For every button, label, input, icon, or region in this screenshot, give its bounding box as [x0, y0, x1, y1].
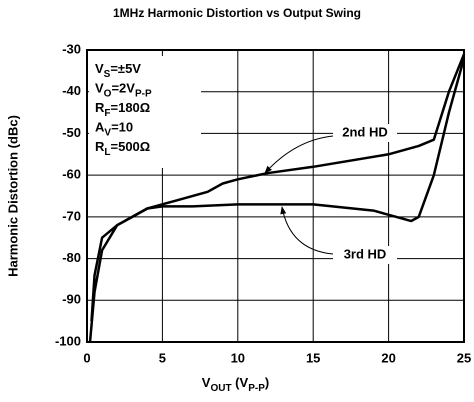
annotation: RL=500Ω: [95, 139, 150, 157]
y-tick-label: -100: [55, 333, 81, 348]
x-tick-label: 15: [306, 350, 320, 365]
annotation-part: A: [95, 120, 105, 135]
annotation-part: P-P: [135, 88, 152, 99]
annotation-part: =10: [111, 120, 133, 135]
x-tick-label: 25: [457, 350, 471, 365]
annotation-arrow: [280, 206, 334, 255]
chart-title: 1MHz Harmonic Distortion vs Output Swing: [113, 6, 361, 20]
y-tick-label: -60: [62, 167, 81, 182]
series-label: 3rd HD: [344, 246, 387, 261]
annotation-part: V: [95, 81, 104, 96]
x-axis-label-part: P-P: [248, 383, 265, 394]
annotation-part: R: [95, 100, 105, 115]
y-tick-label: -30: [62, 41, 81, 56]
x-tick-label: 10: [231, 350, 245, 365]
annotation-part: V: [104, 127, 111, 138]
y-tick-label: -80: [62, 250, 81, 265]
x-axis-label-part: ): [265, 375, 269, 390]
annotation-part: =±5V: [110, 61, 141, 76]
x-tick-label: 0: [83, 350, 90, 365]
series-label: 2nd HD: [342, 124, 388, 139]
x-axis-label-part: OUT: [210, 383, 231, 394]
annotation: VS=±5V: [95, 61, 141, 79]
annotation-box: [89, 56, 201, 168]
x-tick-label: 5: [159, 350, 166, 365]
series-label-box: [333, 124, 397, 142]
series-line: [88, 53, 466, 343]
annotation-part: L: [104, 147, 110, 158]
y-tick-label: -90: [62, 292, 81, 307]
annotation-part: R: [95, 139, 105, 154]
annotation-part: =2V: [111, 81, 135, 96]
annotation-part: =180Ω: [111, 100, 151, 115]
x-axis-label-part: (V: [232, 375, 249, 390]
annotation-part: =500Ω: [111, 139, 151, 154]
y-axis-label: Harmonic Distortion (dBc): [5, 115, 20, 277]
plot-frame: [86, 49, 465, 343]
x-axis-label: VOUT (VP-P): [202, 375, 269, 393]
y-tick-label: -50: [62, 125, 81, 140]
annotation: AV=10: [95, 120, 133, 138]
series-line: [90, 58, 466, 322]
annotation-arrow: [264, 135, 334, 174]
annotation-part: F: [104, 108, 110, 119]
annotation: RF=180Ω: [95, 100, 150, 118]
x-axis-label-part: V: [202, 375, 211, 390]
annotation-part: O: [104, 88, 112, 99]
y-tick-label: -70: [62, 208, 81, 223]
y-tick-label: -40: [62, 83, 81, 98]
annotation-part: S: [104, 69, 111, 80]
annotation: VO=2VP-P: [95, 81, 152, 99]
x-tick-label: 20: [381, 350, 395, 365]
series-label-box: [333, 246, 397, 264]
annotation-part: V: [95, 61, 104, 76]
